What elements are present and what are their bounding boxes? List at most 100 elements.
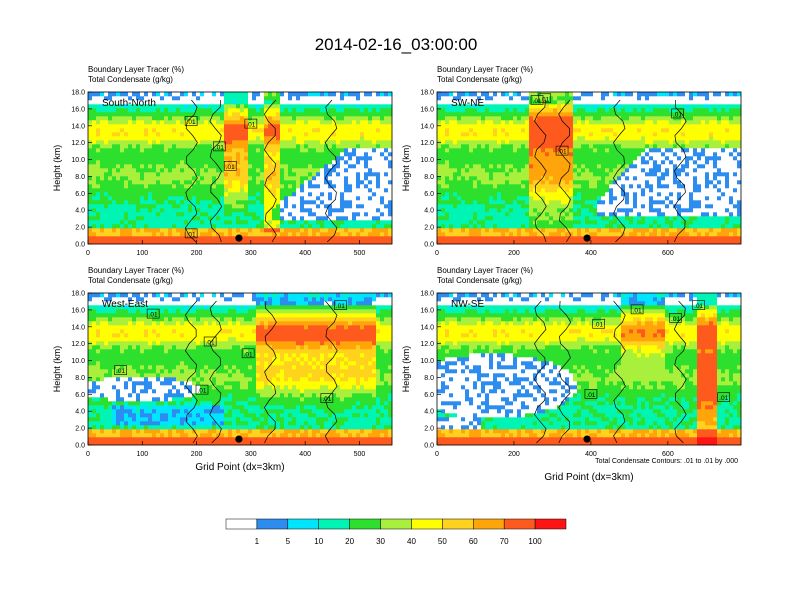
field-cell (276, 184, 281, 189)
field-cell (160, 180, 165, 185)
field-cell (288, 228, 293, 233)
field-cell (388, 148, 393, 153)
field-cell (441, 188, 446, 193)
field-cell (589, 172, 594, 177)
field-cell (529, 164, 534, 169)
field-cell (228, 204, 233, 209)
field-cell (525, 128, 530, 133)
field-cell (465, 180, 470, 185)
field-cell (541, 188, 546, 193)
field-cell (188, 112, 193, 117)
field-cell (336, 144, 341, 149)
field-cell (124, 192, 129, 197)
field-cell (509, 224, 514, 229)
field-cell (609, 148, 614, 153)
field-cell (629, 236, 634, 241)
field-cell (625, 184, 630, 189)
field-cell (288, 136, 293, 141)
field-cell (184, 152, 189, 157)
field-cell (457, 140, 462, 145)
field-cell (593, 204, 598, 209)
field-cell (489, 100, 494, 105)
field-cell (124, 128, 129, 133)
field-cell (196, 144, 201, 149)
field-cell (633, 144, 638, 149)
field-cell (132, 148, 137, 153)
field-cell (200, 228, 205, 233)
field-cell (509, 200, 514, 205)
field-cell (284, 192, 289, 197)
field-cell (481, 124, 486, 129)
field-cell (324, 112, 329, 117)
field-cell (609, 176, 614, 181)
field-cell (372, 92, 377, 97)
field-cell (212, 220, 217, 225)
field-cell (112, 156, 117, 161)
field-cell (569, 116, 574, 121)
field-cell (244, 232, 249, 237)
field-cell (196, 112, 201, 117)
field-cell (196, 140, 201, 145)
field-cell (100, 196, 105, 201)
field-cell (88, 212, 93, 217)
field-cell (160, 232, 165, 237)
field-cell (256, 140, 261, 145)
field-cell (124, 204, 129, 209)
field-cell (513, 100, 518, 105)
field-cell (92, 136, 97, 141)
field-cell (601, 92, 606, 97)
field-cell (477, 132, 482, 137)
field-cell (629, 172, 634, 177)
field-cell (212, 168, 217, 173)
field-cell (192, 100, 197, 105)
field-cell (597, 184, 602, 189)
field-cell (473, 156, 478, 161)
field-cell (481, 204, 486, 209)
field-cell (116, 160, 121, 165)
field-cell (304, 208, 309, 213)
field-cell (208, 172, 213, 177)
field-cell (192, 152, 197, 157)
field-cell (509, 188, 514, 193)
field-cell (224, 132, 229, 137)
field-cell (200, 160, 205, 165)
field-cell (216, 156, 221, 161)
field-cell (180, 112, 185, 117)
field-cell (352, 212, 357, 217)
field-cell (288, 196, 293, 201)
field-cell (108, 180, 113, 185)
field-cell (308, 216, 313, 221)
field-cell (240, 216, 245, 221)
field-cell (180, 92, 185, 97)
field-cell (384, 124, 389, 129)
field-cell (529, 108, 534, 113)
field-cell (633, 140, 638, 145)
field-cell (633, 224, 638, 229)
field-cell (188, 184, 193, 189)
field-cell (204, 172, 209, 177)
field-cell (124, 112, 129, 117)
field-cell (493, 92, 498, 97)
field-cell (521, 172, 526, 177)
field-cell (553, 204, 558, 209)
field-cell (633, 216, 638, 221)
field-cell (453, 220, 458, 225)
field-cell (449, 132, 454, 137)
field-cell (593, 124, 598, 129)
field-cell (437, 188, 442, 193)
field-cell (625, 96, 630, 101)
field-cell (545, 172, 550, 177)
field-cell (437, 140, 442, 145)
field-cell (248, 196, 253, 201)
field-cell (232, 128, 237, 133)
field-cell (272, 208, 277, 213)
field-cell (156, 184, 161, 189)
field-cell (132, 236, 137, 241)
field-cell (641, 224, 646, 229)
field-cell (633, 152, 638, 157)
field-cell (256, 92, 261, 97)
field-cell (617, 128, 622, 133)
field-cell (332, 148, 337, 153)
field-cell (553, 180, 558, 185)
field-cell (641, 232, 646, 237)
